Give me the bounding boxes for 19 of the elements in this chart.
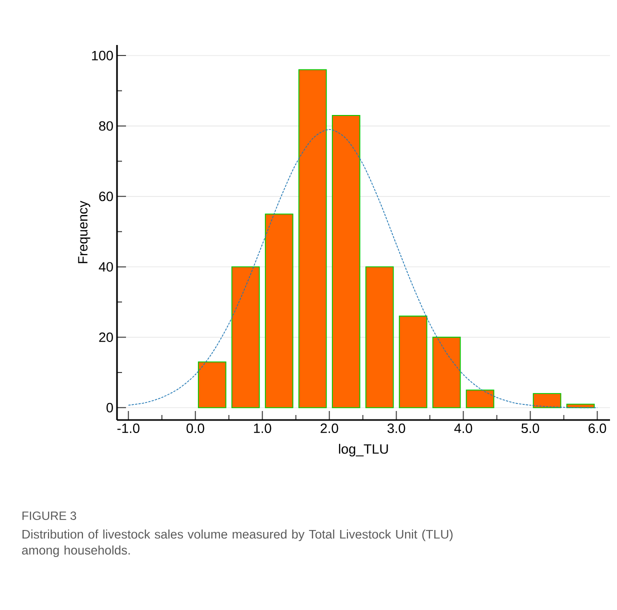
text: Distribution of livestock sales volume measured by Total Livestock Unit (TLU) among households. (22, 530, 453, 558)
y-tick-label: 80 (99, 121, 113, 131)
y-tick-label: 40 (98, 262, 113, 272)
y-tick-label: 100 (92, 50, 113, 60)
x-tick-label: 4.0 (454, 424, 472, 434)
x-axis-title: log_TLU (338, 444, 388, 456)
x-tick-label: 5.0 (521, 424, 540, 434)
x-tick-label: 0.0 (186, 424, 204, 434)
y-tick-label: 60 (99, 192, 113, 202)
y-tick-label: 20 (99, 332, 113, 342)
x-tick-label: 2.0 (320, 424, 338, 434)
y-tick-label: 0 (106, 402, 113, 412)
x-tick-label: 6.0 (588, 424, 606, 434)
x-tick-label: 3.0 (387, 424, 406, 434)
line-series (128, 129, 598, 408)
caption: FIGURE 3 (22, 512, 76, 520)
y-axis-title: Frequency (78, 200, 90, 264)
x-tick-label: -1.0 (117, 424, 140, 434)
x-tick-label: 1.0 (254, 424, 272, 434)
